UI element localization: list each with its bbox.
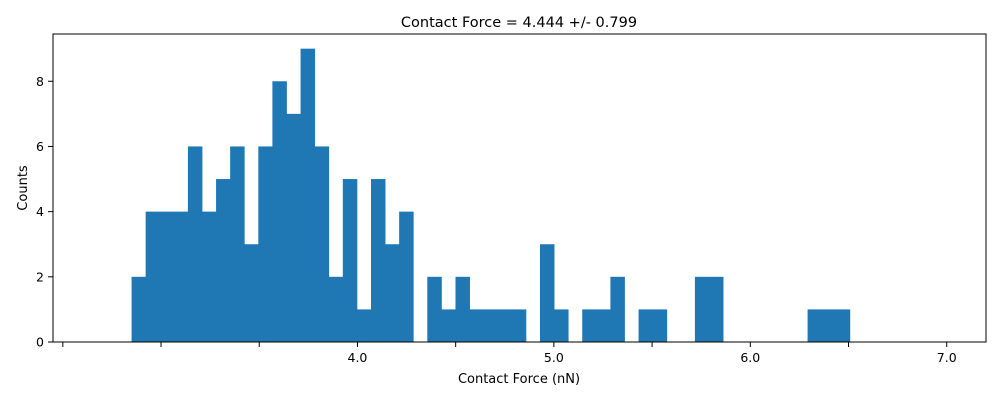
histogram-bar: [511, 309, 527, 342]
histogram-bar: [187, 146, 203, 342]
histogram-bar: [159, 211, 175, 342]
bars-group: [131, 48, 851, 343]
histogram-bar: [145, 211, 161, 342]
histogram-bar: [807, 309, 823, 342]
x-tick-label: 6.0: [740, 350, 760, 365]
histogram-bar: [244, 244, 259, 342]
y-tick-label: 2: [36, 269, 44, 284]
histogram-bar: [497, 309, 513, 342]
histogram-bar: [370, 179, 386, 342]
y-tick-label: 6: [36, 139, 44, 154]
histogram-bar: [286, 113, 301, 342]
histogram-bar: [258, 146, 273, 342]
x-tick-label: 5.0: [544, 350, 564, 365]
x-tick-label: 7.0: [937, 350, 957, 365]
histogram-bar: [582, 309, 597, 342]
histogram-bar: [441, 309, 456, 342]
histogram-bar: [708, 276, 724, 342]
histogram-bar: [652, 309, 668, 342]
histogram-bar: [385, 244, 400, 342]
histogram-bar: [610, 276, 625, 342]
histogram-bar: [821, 309, 837, 342]
histogram-bar: [469, 309, 485, 342]
histogram-bar: [314, 146, 330, 342]
y-tick-label: 4: [36, 204, 44, 219]
histogram-bar: [300, 48, 316, 343]
histogram-bar: [483, 309, 499, 342]
histogram-bar: [173, 211, 189, 342]
histogram-bar: [455, 276, 470, 342]
y-tick-label: 8: [36, 74, 44, 89]
x-axis-label: Contact Force (nN): [458, 372, 580, 387]
chart-title: Contact Force = 4.444 +/- 0.799: [401, 15, 637, 31]
histogram-bar: [835, 309, 851, 342]
histogram-bar: [272, 81, 287, 342]
histogram-bar: [216, 179, 231, 342]
histogram-bar: [328, 276, 344, 342]
histogram-bar: [399, 211, 414, 342]
y-axis: 0 2 4 6 8: [36, 74, 53, 350]
y-axis-label: Counts: [16, 165, 31, 211]
x-axis: 4.0 5.0 6.0 7.0: [62, 342, 957, 365]
histogram-bar: [131, 276, 147, 342]
histogram-bar: [596, 309, 611, 342]
plot-frame: [52, 33, 987, 343]
histogram-bar: [694, 276, 710, 342]
histogram-bar: [342, 179, 358, 342]
x-tick-label: 4.0: [348, 350, 368, 365]
histogram-bar: [427, 276, 442, 342]
y-tick-label: 0: [36, 335, 44, 350]
histogram-bar: [638, 309, 654, 342]
histogram-bar: [554, 309, 569, 342]
histogram-bar: [230, 146, 245, 342]
histogram-bar: [356, 309, 372, 342]
histogram-bar: [539, 244, 555, 342]
histogram-bar: [201, 211, 217, 342]
